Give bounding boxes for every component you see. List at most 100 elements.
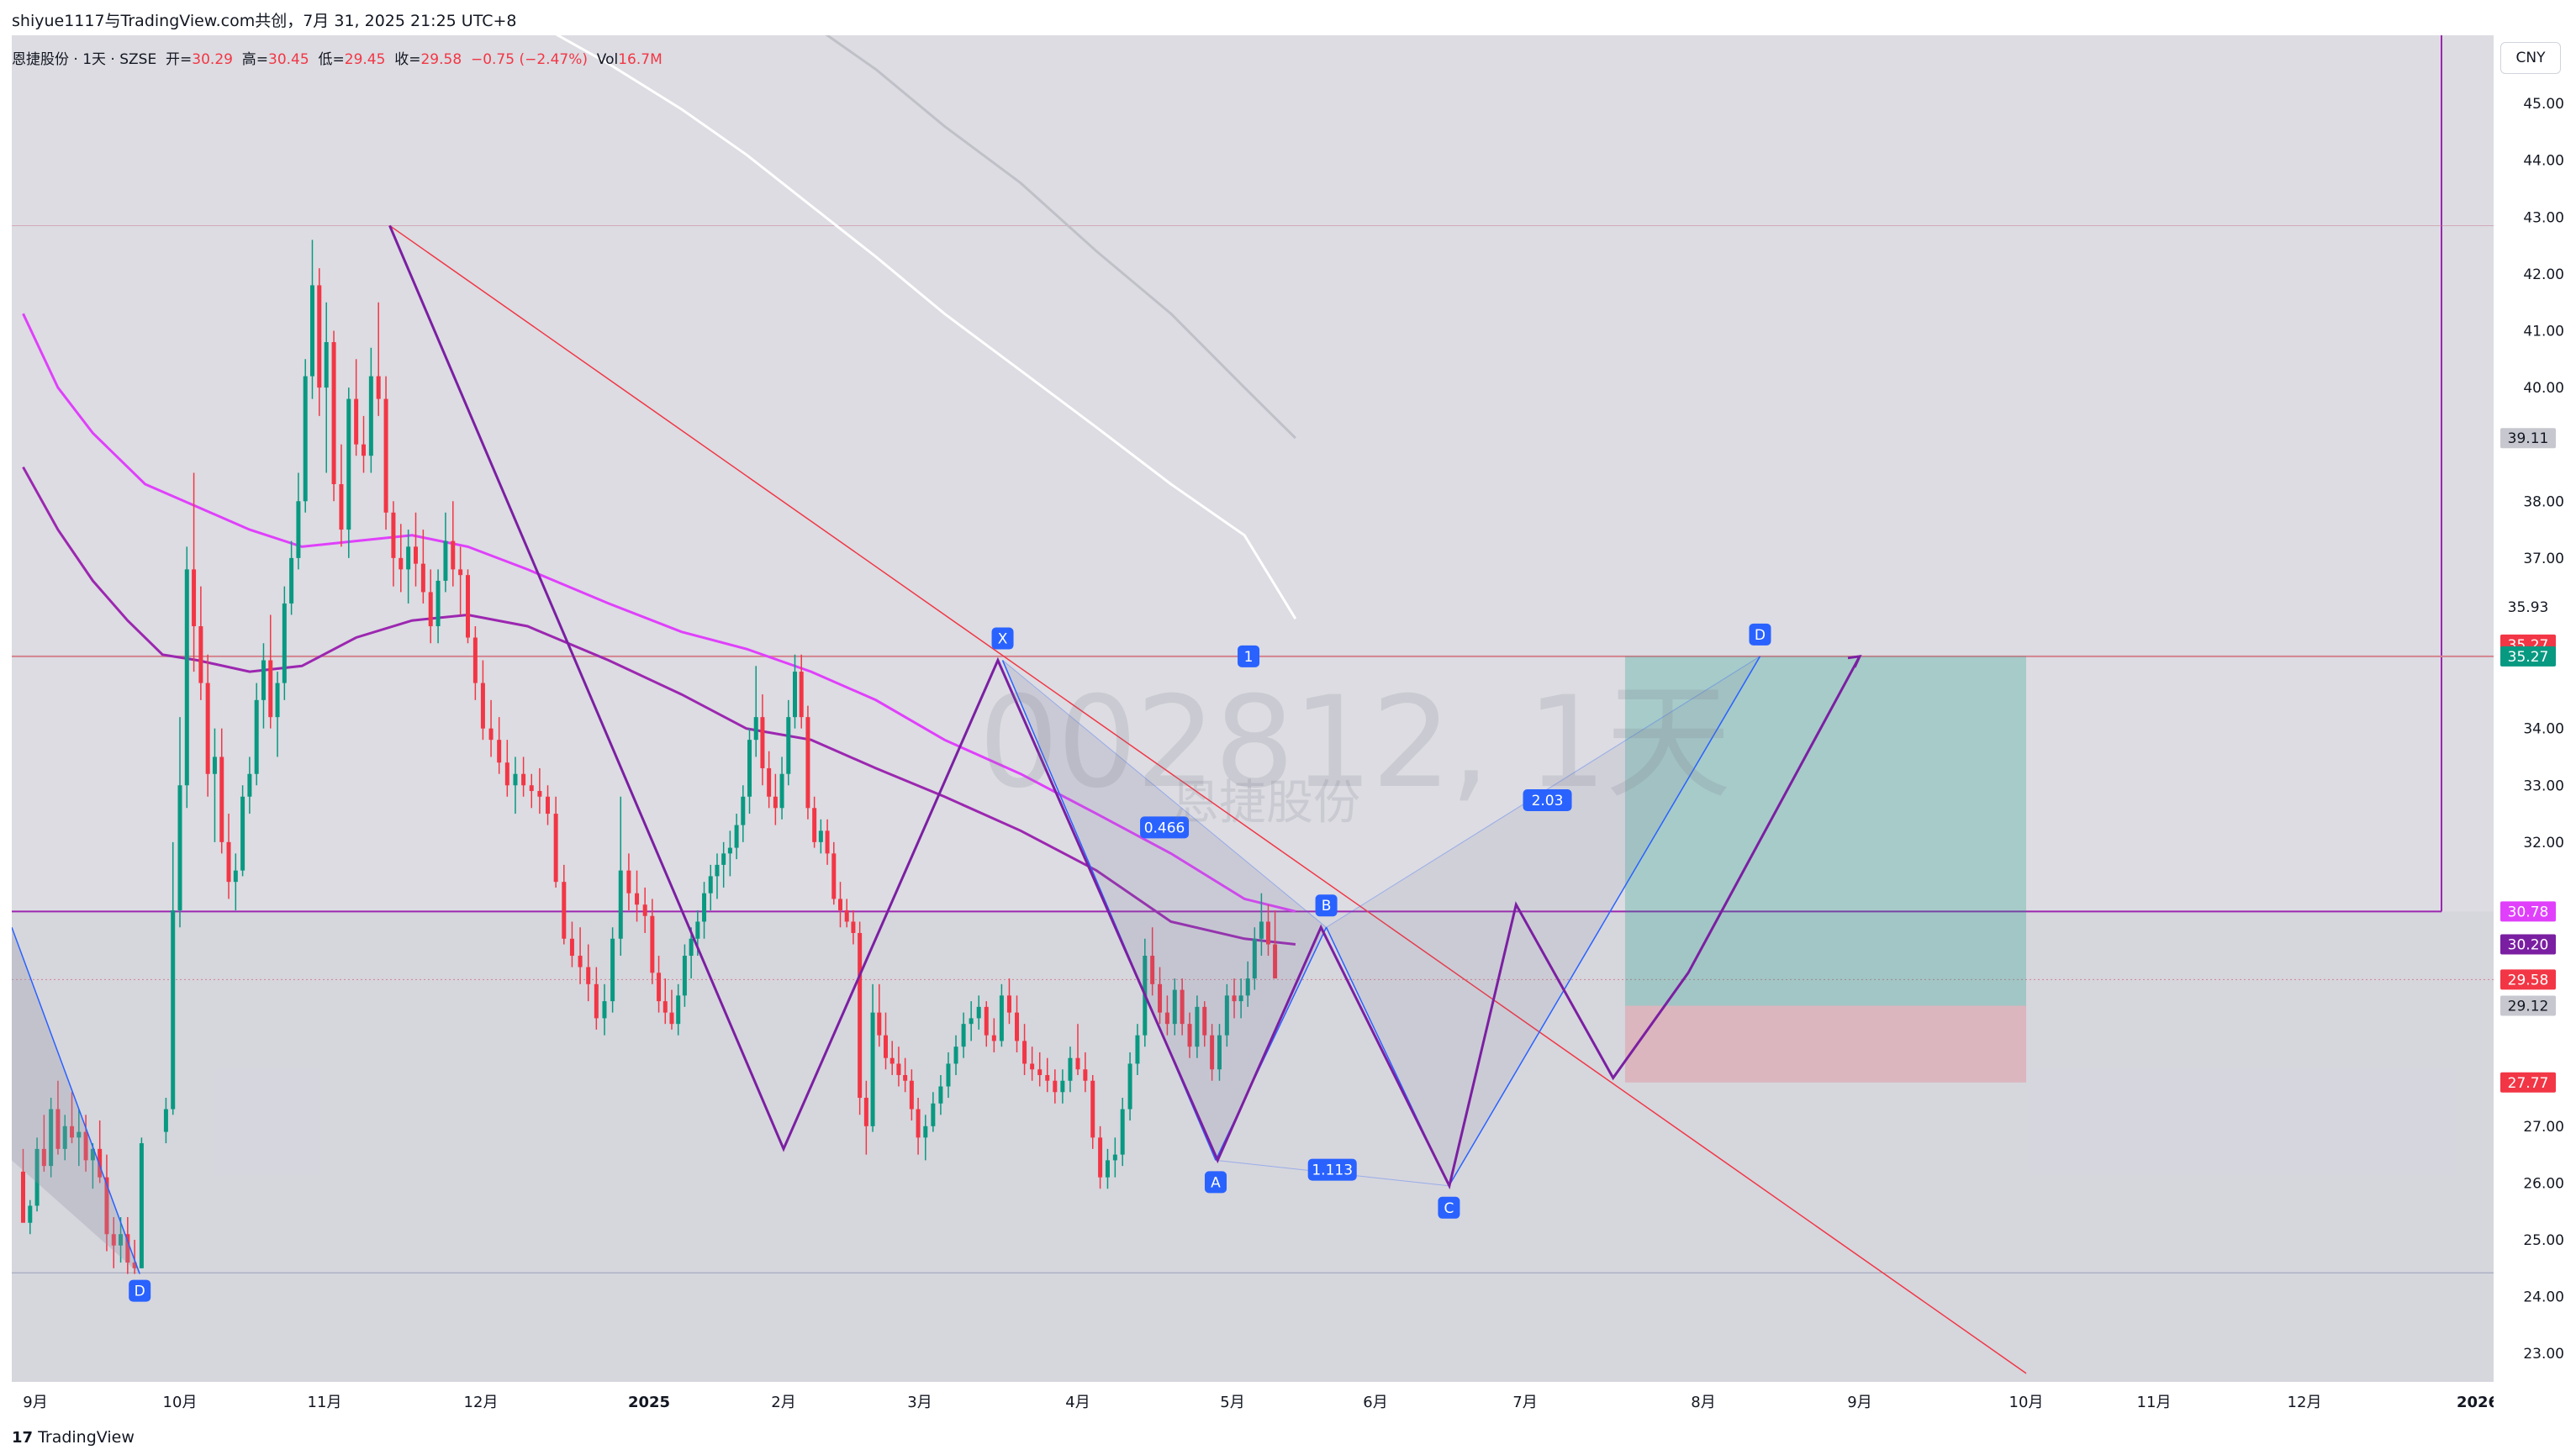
price-label-text: 27.77 xyxy=(2508,1075,2549,1092)
tradingview-logo-icon[interactable]: 𝟭𝟳 xyxy=(12,1428,34,1447)
price-axis[interactable]: 45.00 44.00 43.00 42.00 41.00 40.00 38.00 37.00… xyxy=(2494,35,2576,1382)
candle-body xyxy=(90,1148,95,1161)
point-x-label-bg xyxy=(991,627,1014,650)
candle-body xyxy=(657,973,662,1002)
ohlc-legend: 恩捷股份 · 1天 · SZSE 开=30.29 高=30.45 低=29.45… xyxy=(12,47,662,68)
ratio-label-bg xyxy=(1307,1158,1357,1181)
candle-body xyxy=(472,637,478,683)
price-tick: 33.00 xyxy=(2523,778,2564,794)
candle-body xyxy=(916,1109,921,1138)
candle-body xyxy=(420,563,425,593)
candle-body xyxy=(1015,1012,1020,1041)
brand-name[interactable]: TradingView xyxy=(38,1428,135,1447)
price-label-plain xyxy=(2500,597,2556,618)
candle-body xyxy=(734,825,739,848)
candle-body xyxy=(961,1024,966,1047)
time-axis[interactable]: 9月 10月 11月 12月 2025 2月 3月 4月 5月 6月 7月 8月 9月 10月 11月 12月… xyxy=(12,1382,2499,1421)
price-tick: 23.00 xyxy=(2523,1346,2564,1363)
candle-body xyxy=(119,1234,124,1246)
candle-body xyxy=(466,575,470,638)
candle-body xyxy=(1135,1035,1140,1064)
candle-body xyxy=(889,1057,895,1064)
candle-body xyxy=(799,672,804,718)
candle-body xyxy=(594,983,599,1019)
candle-body xyxy=(1273,944,1278,979)
time-tick: 7月 xyxy=(1512,1394,1537,1411)
candle-body xyxy=(171,909,176,1110)
candle-body xyxy=(324,342,329,388)
candle-layer xyxy=(20,240,1278,1274)
moving-average-layer xyxy=(22,35,1297,946)
ratio-label: 1 xyxy=(1238,645,1260,667)
candle-body xyxy=(20,1171,25,1223)
candle-body xyxy=(1068,1057,1073,1081)
candle-body xyxy=(275,683,280,718)
legend-open: 30.29 xyxy=(192,51,233,68)
candle-body xyxy=(984,1006,989,1036)
candle-body xyxy=(529,785,534,792)
candle-body xyxy=(708,876,713,894)
pattern-ratio-line xyxy=(1002,660,1327,928)
point-x-label: X xyxy=(991,627,1014,650)
candle-body xyxy=(1217,1035,1222,1070)
candle-body xyxy=(177,785,182,910)
price-tick: 44.00 xyxy=(2523,153,2564,170)
point-b-label-text: B xyxy=(1322,898,1332,915)
candle-body xyxy=(1060,1080,1065,1093)
candle-body xyxy=(569,938,574,957)
point-b-label: B xyxy=(1315,894,1338,917)
candle-body xyxy=(289,557,294,604)
candle-body xyxy=(521,773,526,786)
legend-change: −0.75 (−2.47%) xyxy=(470,51,588,68)
time-tick: 3月 xyxy=(907,1394,932,1411)
candle-body xyxy=(870,1012,875,1126)
candle-body xyxy=(268,660,273,718)
candle-body xyxy=(537,791,542,797)
zigzag-projection xyxy=(388,224,1861,1190)
chart-pane[interactable]: X A B C D D 1 0.466 1.113 2.03 002812, 1天 恩捷股份 xyxy=(12,35,2494,1382)
chart-canvas[interactable]: X A B C D D 1 0.466 1.113 2.03 xyxy=(12,35,2494,1382)
time-tick: 9月 xyxy=(23,1394,47,1411)
point-d-label-text: D xyxy=(1755,627,1766,644)
point-c-label-text: C xyxy=(1444,1200,1454,1217)
candle-body xyxy=(642,904,647,916)
candle-body xyxy=(383,398,388,513)
position-loss-zone xyxy=(1624,1005,2026,1083)
moving-average-purple xyxy=(22,466,1296,946)
candle-body xyxy=(406,546,411,570)
candle-body xyxy=(1098,1137,1103,1178)
candle-body xyxy=(991,1035,996,1041)
candle-body xyxy=(786,717,791,774)
point-a-label-text: A xyxy=(1211,1174,1221,1191)
price-label-text: 39.11 xyxy=(2508,430,2549,447)
ratio-label-text: 2.03 xyxy=(1532,793,1564,809)
candle-body xyxy=(240,796,245,871)
point-b-label-bg xyxy=(1315,894,1338,917)
candle-body xyxy=(753,717,758,741)
candle-body xyxy=(163,1109,168,1132)
legend-symbol[interactable]: 恩捷股份 · 1天 · SZSE xyxy=(12,51,157,68)
price-tick: 41.00 xyxy=(2523,323,2564,340)
currency-button[interactable]: CNY xyxy=(2500,42,2561,74)
candle-body xyxy=(695,921,700,939)
candle-body xyxy=(1172,989,1177,1025)
candle-body xyxy=(125,1234,130,1263)
candle-body xyxy=(715,864,720,877)
candle-body xyxy=(303,376,308,502)
point-c-label-bg xyxy=(1438,1196,1460,1219)
candle-body xyxy=(1150,956,1155,984)
candle-body xyxy=(77,1131,82,1138)
candle-body xyxy=(1259,921,1264,939)
time-tick: 2025 xyxy=(628,1394,670,1411)
candle-body xyxy=(1210,1035,1215,1070)
candle-body xyxy=(296,501,301,558)
chart-attribution: shiyue1117与TradingView.com共创，7月 31, 2025… xyxy=(12,12,517,30)
footer: 𝟭𝟳 TradingView xyxy=(12,1422,516,1452)
candle-body xyxy=(546,796,551,814)
price-label-pink xyxy=(2500,901,2556,922)
candle-body xyxy=(1075,1057,1080,1070)
point-x-label-text: X xyxy=(998,631,1008,648)
price-label-red xyxy=(2500,1072,2556,1093)
candle-body xyxy=(1224,995,1229,1036)
legend-close: 29.58 xyxy=(420,51,462,68)
